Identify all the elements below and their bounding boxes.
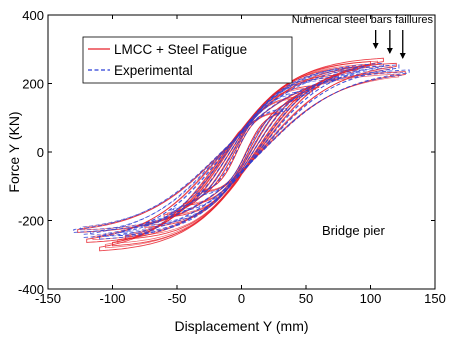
- x-tick-label: 50: [299, 291, 313, 306]
- y-tick-label: 400: [22, 8, 44, 23]
- loop-experimental-6-b: [80, 72, 403, 231]
- y-tick-label: 200: [22, 77, 44, 92]
- x-tick-label: -100: [99, 291, 125, 306]
- loop-experimental-3: [118, 66, 365, 237]
- loop-experimental-2: [144, 76, 339, 227]
- loop-experimental-1-b: [173, 91, 310, 211]
- x-tick-label: -150: [35, 291, 61, 306]
- loop-experimental-3-b: [123, 68, 360, 234]
- series-experimental: [73, 62, 410, 240]
- legend-box: [82, 36, 293, 84]
- x-axis-label: Displacement Y (mm): [174, 318, 308, 334]
- y-axis-label: Force Y (KN): [6, 111, 22, 192]
- failure-arrow-head: [372, 43, 379, 49]
- loop-experimental-5-b: [90, 67, 393, 236]
- bridge-pier-label: Bridge pier: [322, 223, 386, 238]
- loop-numerical-6: [99, 57, 384, 252]
- failure-arrow-head: [386, 48, 393, 54]
- failure-annotation-text: Numerical steel bars faillures: [292, 14, 434, 26]
- loop-experimental-4-b: [104, 65, 379, 237]
- loop-experimental-4: [99, 62, 384, 240]
- y-tick-label: -200: [18, 214, 44, 229]
- loop-experimental-6: [73, 69, 410, 233]
- x-tick-label: 0: [238, 291, 245, 306]
- failure-annotation: Numerical steel bars faillures: [292, 14, 434, 59]
- x-tick-label: 100: [360, 291, 382, 306]
- failure-arrow-head: [399, 53, 406, 59]
- loop-experimental-1: [170, 89, 313, 213]
- loop-experimental-5: [83, 64, 400, 238]
- y-tick-label: 0: [37, 145, 44, 160]
- y-tick-label: -400: [18, 282, 44, 297]
- loop-experimental-0-b: [197, 109, 286, 195]
- legend: LMCC + Steel Fatigue Experimental: [82, 36, 293, 84]
- legend-label-numerical: LMCC + Steel Fatigue: [114, 42, 247, 57]
- x-tick-label: -50: [168, 291, 187, 306]
- x-tick-label: 150: [424, 291, 446, 306]
- axis-ticks: -150 -100 -50 0 50 100 150 -400 -200 0 200 400: [18, 8, 446, 306]
- legend-label-experimental: Experimental: [114, 63, 193, 78]
- hysteresis-curves: [73, 57, 410, 252]
